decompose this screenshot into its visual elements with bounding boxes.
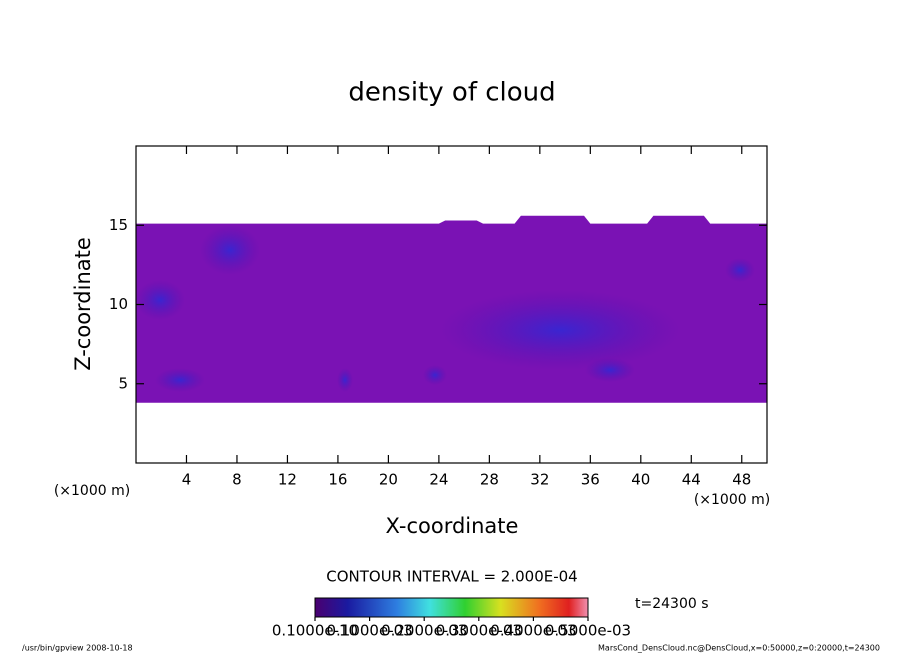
y-tick-label: 10 <box>109 295 128 313</box>
dense-region <box>135 280 185 320</box>
x-tick-label: 20 <box>379 471 398 489</box>
time-label: t=24300 s <box>635 596 709 612</box>
x-tick-label: 28 <box>480 471 499 489</box>
y-tick-label: 15 <box>109 216 128 234</box>
chart-title: density of cloud <box>348 78 555 108</box>
y-unit: (×1000 m) <box>54 483 130 499</box>
dense-region <box>200 225 260 275</box>
x-tick-label: 40 <box>631 471 650 489</box>
dense-region <box>155 368 205 392</box>
colorbar-tick-label: 0.3000e-03 <box>436 622 522 640</box>
y-axis-label: Z-coordinate <box>71 237 95 371</box>
colorbar-tick-label: 0.4000e-03 <box>490 622 576 640</box>
x-tick-label: 36 <box>581 471 600 489</box>
x-tick-label: 24 <box>429 471 448 489</box>
x-tick-label: 4 <box>182 471 192 489</box>
footer-right: MarsCond_DensCloud.nc@DensCloud,x=0:5000… <box>598 644 880 653</box>
colorbar-tick-label: 0.1000e-10 <box>272 622 358 640</box>
x-axis-label: X-coordinate <box>386 514 519 538</box>
colorbar-tick-label: 0.2000e-03 <box>381 622 467 640</box>
x-tick-label: 32 <box>530 471 549 489</box>
x-unit: (×1000 m) <box>694 492 770 508</box>
dense-region <box>725 258 755 282</box>
x-tick-label: 44 <box>682 471 701 489</box>
x-tick-label: 16 <box>328 471 347 489</box>
x-tick-label: 48 <box>732 471 751 489</box>
x-tick-label: 12 <box>278 471 297 489</box>
contour-interval: CONTOUR INTERVAL = 2.000E-04 <box>326 568 577 586</box>
dense-region <box>440 290 680 370</box>
dense-region <box>337 368 353 392</box>
colorbar-tick-label: 0.5000e-03 <box>545 622 631 640</box>
y-tick-label: 5 <box>118 374 128 392</box>
dense-region <box>585 358 635 382</box>
footer-left: /usr/bin/gpview 2008-10-18 <box>22 644 133 653</box>
dense-region <box>423 365 447 385</box>
colorbar-tick-label: 0.1000e-03 <box>326 622 412 640</box>
x-tick-label: 8 <box>232 471 242 489</box>
colorbar <box>314 597 589 618</box>
